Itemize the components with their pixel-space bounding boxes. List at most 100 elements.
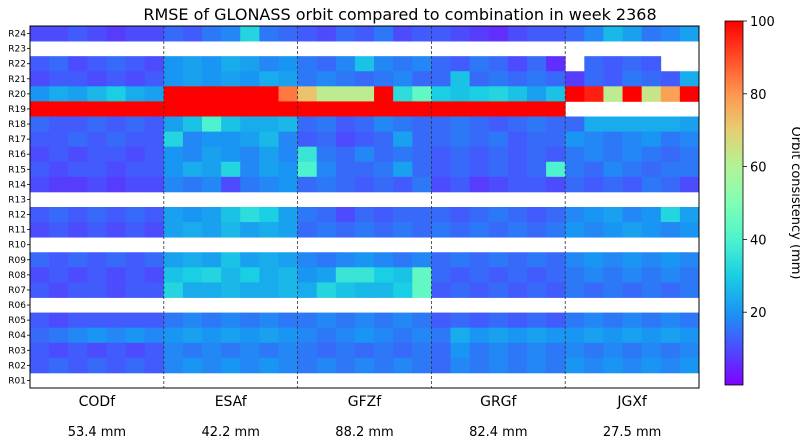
heatmap-cell <box>182 267 203 283</box>
heatmap-cell <box>182 342 203 359</box>
heatmap-cell <box>30 116 50 132</box>
heatmap-cell <box>565 282 585 298</box>
heatmap-cell <box>660 327 681 344</box>
heatmap-cell <box>182 252 203 268</box>
heatmap-cell <box>412 101 432 117</box>
heatmap-cell <box>87 86 107 102</box>
heatmap-cell <box>660 252 681 268</box>
heatmap-cell <box>450 176 471 193</box>
heatmap-cell <box>297 161 318 178</box>
heatmap-cell <box>603 342 623 359</box>
heatmap-cell <box>393 327 413 344</box>
heatmap-cell <box>679 252 700 268</box>
heatmap-cell <box>316 222 337 238</box>
heatmap-cell <box>431 282 451 298</box>
heatmap-cell <box>679 312 700 329</box>
heatmap-cell <box>431 207 451 223</box>
heatmap-cell <box>565 86 585 102</box>
heatmap-cell <box>546 26 566 42</box>
heatmap-cell <box>507 222 528 238</box>
heatmap-cell <box>526 176 547 193</box>
heatmap-cell <box>507 176 528 193</box>
heatmap-cell <box>106 312 126 329</box>
heatmap-cell <box>412 327 432 344</box>
heatmap-cell <box>526 116 547 132</box>
heatmap-cell <box>622 207 643 223</box>
heatmap-cell <box>316 101 337 117</box>
heatmap-cell <box>431 71 451 87</box>
heatmap-cell <box>144 282 165 298</box>
heatmap-cell <box>660 357 681 374</box>
heatmap-cell <box>354 267 375 283</box>
heatmap-cell <box>431 56 451 72</box>
heatmap-cell <box>182 161 203 178</box>
heatmap-cell <box>259 267 279 283</box>
heatmap-cell <box>660 131 681 148</box>
heatmap-cell <box>374 146 394 163</box>
heatmap-cell <box>450 26 471 42</box>
y-tick-label: R13 <box>8 195 26 205</box>
heatmap-cell <box>584 161 604 178</box>
heatmap-cell <box>603 252 623 268</box>
heatmap-cell <box>202 312 222 329</box>
heatmap-cell <box>546 342 566 359</box>
heatmap-cell <box>202 26 222 42</box>
heatmap-cell <box>603 146 623 163</box>
heatmap-cell <box>68 56 88 72</box>
heatmap-cell <box>565 222 585 238</box>
heatmap-cell <box>240 26 260 42</box>
heatmap-cell <box>393 56 413 72</box>
heatmap-cell <box>30 176 50 193</box>
heatmap-cell <box>221 176 241 193</box>
heatmap-cell <box>622 267 643 283</box>
heatmap-cell <box>49 282 69 298</box>
heatmap-cell <box>603 161 623 178</box>
heatmap-cell <box>144 267 165 283</box>
heatmap-cell <box>393 252 413 268</box>
colorbar-label: Orbit consistency (mm) <box>788 127 800 280</box>
heatmap-cell <box>679 161 700 178</box>
heatmap-cell <box>354 327 375 344</box>
heatmap-cell <box>374 312 394 329</box>
heatmap-cell <box>622 342 643 359</box>
heatmap-cell <box>374 267 394 283</box>
heatmap-cell <box>106 342 126 359</box>
heatmap-cell <box>546 131 566 148</box>
heatmap-cell <box>546 116 566 132</box>
heatmap-cell <box>106 327 126 344</box>
heatmap-cell <box>450 267 471 283</box>
heatmap-cell <box>221 131 241 148</box>
heatmap-cell <box>144 116 165 132</box>
heatmap-cell <box>450 86 471 102</box>
heatmap-cell <box>125 26 146 42</box>
heatmap-cell <box>240 161 260 178</box>
heatmap-cell <box>546 101 566 117</box>
heatmap-cell <box>488 146 509 163</box>
y-tick-label: R15 <box>8 165 26 175</box>
heatmap-cell <box>679 342 700 359</box>
heatmap-cell <box>584 342 604 359</box>
heatmap-cell <box>68 267 88 283</box>
heatmap-cell <box>393 207 413 223</box>
heatmap-cell <box>622 71 643 87</box>
heatmap-cell <box>431 176 451 193</box>
heatmap-cell <box>603 116 623 132</box>
heatmap-cell <box>163 342 184 359</box>
colorbar-ticks: 20 40 60 80 100 <box>743 15 775 321</box>
heatmap-cell <box>125 146 146 163</box>
heatmap-cell <box>488 312 509 329</box>
heatmap-cell <box>87 252 107 268</box>
heatmap-cell <box>641 282 662 298</box>
heatmap-cell <box>30 207 50 223</box>
heatmap-cell <box>469 26 490 42</box>
heatmap-cell <box>278 342 298 359</box>
heatmap-cell <box>469 327 490 344</box>
heatmap-cell <box>565 161 585 178</box>
heatmap-cell <box>49 327 69 344</box>
heatmap-cell <box>622 56 643 72</box>
heatmap-cell <box>335 252 356 268</box>
heatmap-cell <box>546 252 566 268</box>
heatmap-cell <box>354 71 375 87</box>
heatmap-cell <box>622 131 643 148</box>
heatmap-cell <box>87 327 107 344</box>
